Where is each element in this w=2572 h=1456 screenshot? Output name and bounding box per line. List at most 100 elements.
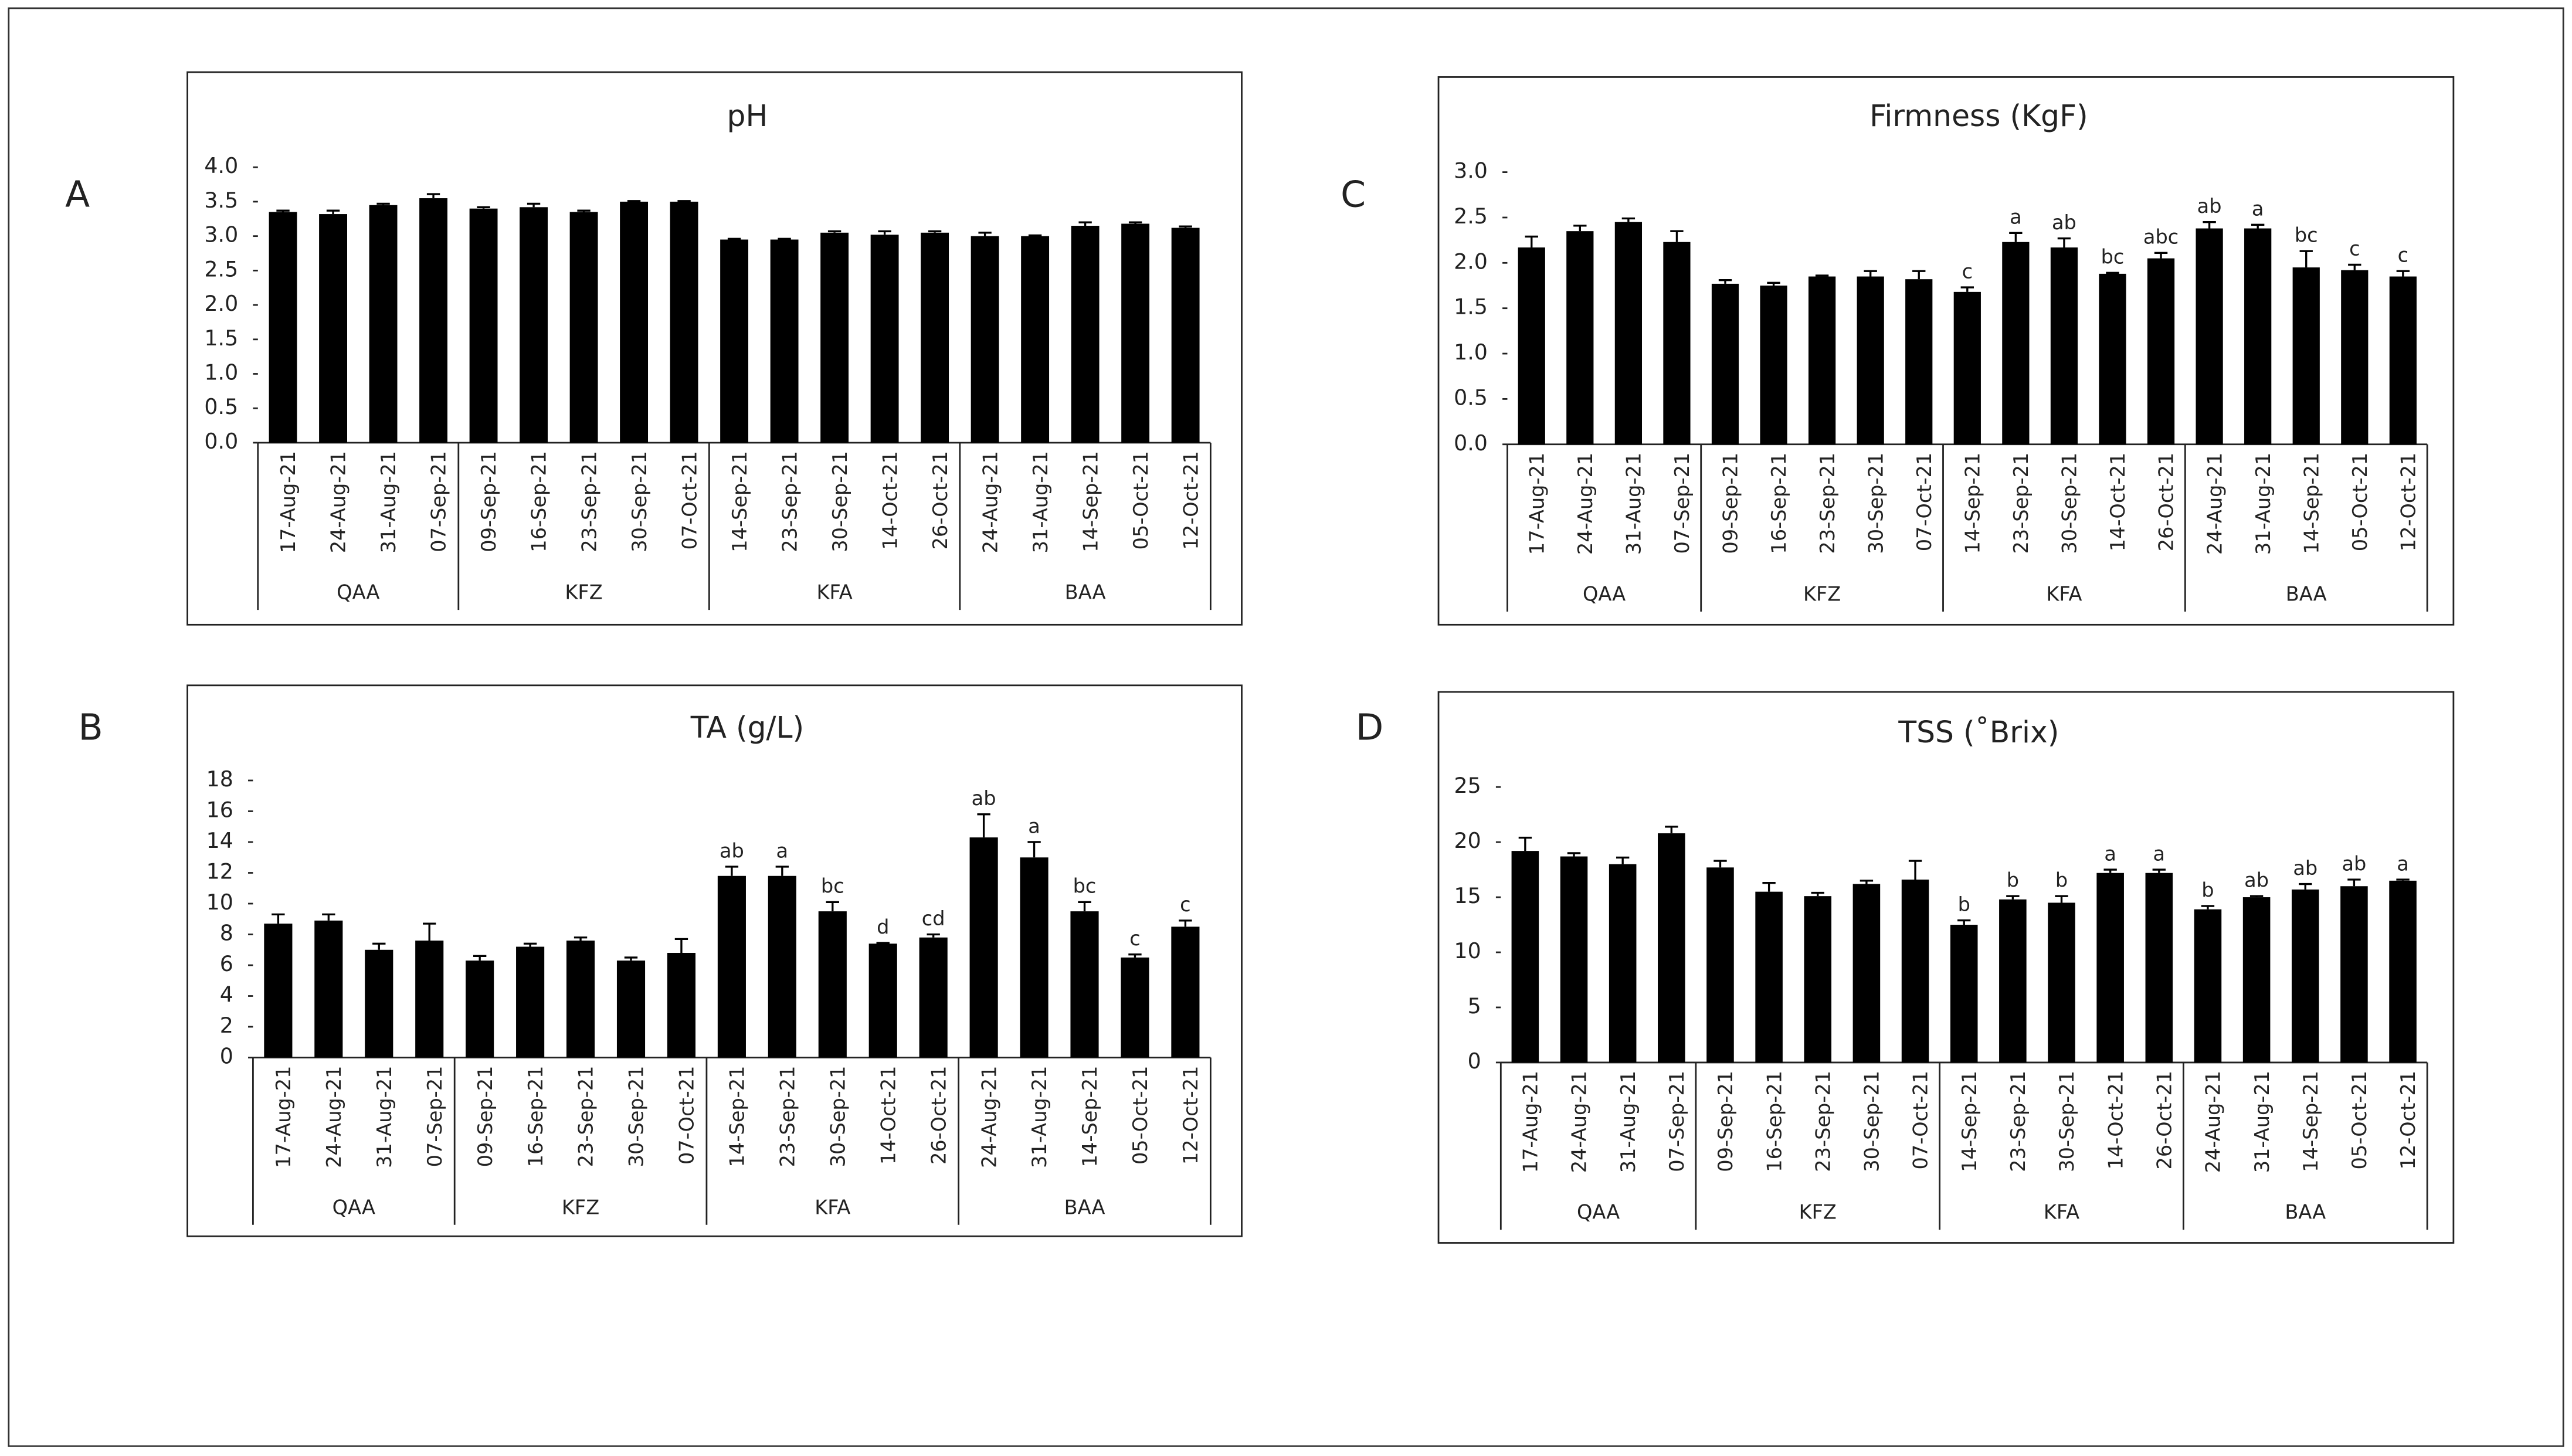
x-tick-label: 14-Sep-21 <box>2299 1071 2322 1172</box>
chart-title: TA (g/L) <box>690 710 804 745</box>
group-label: BAA <box>2286 583 2327 606</box>
bar <box>717 875 746 1058</box>
group-label: KFA <box>2044 1201 2079 1224</box>
group-label: KFA <box>817 581 853 604</box>
significance-label: a <box>2153 842 2166 865</box>
bar <box>616 961 646 1058</box>
x-tick-label: 24-Aug-21 <box>979 451 1002 553</box>
chart-title: Firmness (KgF) <box>1869 99 2088 133</box>
bar <box>1857 276 1884 444</box>
bar <box>919 937 948 1058</box>
bar <box>319 214 347 443</box>
bar <box>1999 899 2027 1063</box>
y-tick-label: 2.0 <box>1454 249 1488 274</box>
group-label: KFZ <box>562 1196 599 1219</box>
x-tick-label: 07-Oct-21 <box>678 451 701 550</box>
bar <box>1804 896 1832 1063</box>
x-tick-label: 05-Oct-21 <box>2348 1071 2371 1170</box>
bar <box>820 232 849 443</box>
significance-label: ab <box>2052 211 2076 234</box>
x-tick-label: 12-Oct-21 <box>1179 1066 1202 1165</box>
x-tick-label: 26-Oct-21 <box>2155 453 2178 552</box>
significance-label: c <box>2398 244 2408 267</box>
y-tick-label: 1.5 <box>204 325 238 351</box>
bar <box>2292 267 2320 444</box>
x-tick-label: 14-Sep-21 <box>1078 1066 1101 1167</box>
x-tick-label: 14-Sep-21 <box>1961 453 1984 554</box>
significance-label: ab <box>2342 852 2366 875</box>
group-label: QAA <box>332 1196 375 1219</box>
group-label: BAA <box>1064 1196 1105 1219</box>
x-tick-label: 23-Sep-21 <box>1816 453 1839 554</box>
y-tick-label: 0.5 <box>204 394 238 419</box>
y-tick-label: 1.0 <box>1454 340 1488 365</box>
x-tick-label: 31-Aug-21 <box>373 1066 396 1168</box>
group-label: KFZ <box>1799 1201 1837 1224</box>
x-tick-label: 31-Aug-21 <box>2252 453 2275 555</box>
bar <box>469 208 498 443</box>
x-tick-label: 24-Aug-21 <box>327 451 350 553</box>
y-tick-label: 0 <box>220 1044 233 1069</box>
x-tick-label: 31-Aug-21 <box>377 451 400 553</box>
significance-label: a <box>2104 842 2116 865</box>
bar <box>870 235 899 443</box>
panel-letter: A <box>65 174 90 216</box>
bar <box>369 205 398 443</box>
group-label: KFA <box>815 1196 850 1219</box>
bar <box>1950 925 1978 1063</box>
significance-label: c <box>2349 237 2360 260</box>
group-label: QAA <box>337 581 379 604</box>
y-tick-label: 8 <box>220 921 233 946</box>
bar <box>1020 857 1049 1058</box>
x-tick-label: 16-Sep-21 <box>1767 453 1790 554</box>
bar <box>971 236 999 443</box>
x-tick-label: 07-Sep-21 <box>1671 453 1694 554</box>
x-tick-label: 30-Sep-21 <box>1861 1071 1884 1172</box>
y-tick-label: 5 <box>1468 993 1481 1019</box>
bar <box>921 232 949 443</box>
bar <box>1071 226 1100 443</box>
x-tick-label: 17-Aug-21 <box>1519 1071 1542 1173</box>
bar <box>1121 957 1149 1058</box>
x-tick-label: 14-Sep-21 <box>1958 1071 1981 1172</box>
x-tick-label: 26-Oct-21 <box>929 451 952 550</box>
x-tick-label: 14-Oct-21 <box>877 1066 900 1165</box>
chart-title: TSS (˚Brix) <box>1898 715 2059 749</box>
bar <box>1070 911 1099 1058</box>
x-tick-label: 16-Sep-21 <box>1763 1071 1786 1172</box>
x-tick-label: 26-Oct-21 <box>927 1066 950 1165</box>
y-tick-label: 0.5 <box>1454 385 1488 410</box>
y-tick-label: 25 <box>1454 773 1481 798</box>
bar <box>569 212 598 443</box>
x-tick-label: 09-Sep-21 <box>474 1066 497 1167</box>
x-tick-label: 24-Aug-21 <box>1568 1071 1591 1173</box>
y-tick-label: 0.0 <box>204 429 238 454</box>
bar <box>264 924 293 1058</box>
bar <box>1566 231 1594 444</box>
significance-label: a <box>2010 206 2022 229</box>
x-tick-label: 12-Oct-21 <box>1179 451 1202 550</box>
x-tick-label: 31-Aug-21 <box>1623 453 1645 555</box>
y-tick-label: 18 <box>206 766 233 792</box>
panel-letter: D <box>1356 706 1383 748</box>
y-tick-label: 3.0 <box>204 222 238 247</box>
x-tick-label: 16-Sep-21 <box>528 451 551 552</box>
x-tick-label: 23-Sep-21 <box>2007 1071 2030 1172</box>
bar <box>1852 884 1881 1063</box>
significance-label: abc <box>2143 226 2179 249</box>
bar <box>1171 228 1200 443</box>
bar <box>2389 276 2417 444</box>
x-tick-label: 30-Sep-21 <box>1864 453 1887 554</box>
y-tick-label: 0.0 <box>1454 430 1488 456</box>
x-tick-label: 09-Sep-21 <box>1719 453 1742 554</box>
x-tick-label: 07-Oct-21 <box>676 1066 698 1165</box>
x-tick-label: 23-Sep-21 <box>776 1066 799 1167</box>
bar <box>1711 283 1739 444</box>
bar <box>2002 242 2030 444</box>
bar <box>1905 279 1933 444</box>
x-tick-label: 14-Sep-21 <box>2300 453 2323 554</box>
x-tick-label: 26-Oct-21 <box>2153 1071 2176 1170</box>
y-tick-label: 2.5 <box>1454 203 1488 229</box>
x-tick-label: 23-Sep-21 <box>778 451 801 552</box>
significance-label: a <box>776 839 789 862</box>
